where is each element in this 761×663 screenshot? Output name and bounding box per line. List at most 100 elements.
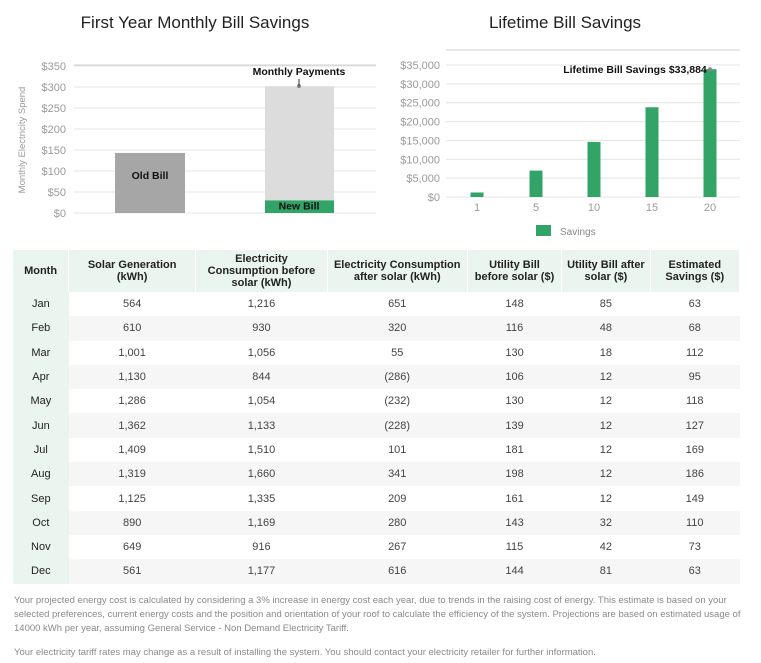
table-cell: 12 <box>599 492 613 505</box>
table-cell: 1,001 <box>118 346 146 359</box>
table-cell: 1,319 <box>68 462 196 487</box>
table-cell: 651 <box>388 298 407 311</box>
table-cell: 616 <box>327 559 468 584</box>
table-cell: 1,133 <box>195 413 328 438</box>
table-cell: 63 <box>650 559 740 584</box>
monthly-payments-bar <box>265 86 334 201</box>
table-row: Jun 1,362 1,133 (228) 139 12 127 <box>13 413 740 438</box>
table-cell: (232) <box>384 395 411 408</box>
table-cell: 144 <box>467 559 562 584</box>
table-cell: 890 <box>68 510 196 535</box>
table-cell: 1,409 <box>118 443 146 456</box>
new-bill-label: New Bill <box>279 200 320 212</box>
table-cell: 1,660 <box>195 462 328 487</box>
y-tick-label: $350 <box>42 61 66 73</box>
table-cell: 169 <box>685 443 704 456</box>
y-tick-label: $300 <box>42 82 66 94</box>
table-cell: 341 <box>327 462 468 487</box>
table-row: Jul 1,409 1,510 101 181 12 169 <box>13 437 740 463</box>
table-cell: 63 <box>688 298 701 311</box>
table-cell: 564 <box>122 298 142 311</box>
table-cell: 1,125 <box>118 492 146 505</box>
table-cell: 1,054 <box>247 395 276 408</box>
table-cell: 610 <box>68 316 196 341</box>
month-cell: Jan <box>13 292 69 317</box>
table-cell: 12 <box>561 462 651 487</box>
column-header: Utility Bill before solar ($) <box>467 250 563 292</box>
month-cell: May <box>13 389 69 414</box>
table-cell: 209 <box>388 492 407 505</box>
table-row: Feb 610 930 320 116 48 68 <box>13 316 740 341</box>
table-row: Mar 1,001 1,056 55 130 18 112 <box>13 340 740 365</box>
table-cell: 148 <box>505 298 524 311</box>
table-cell: 55 <box>391 346 404 359</box>
table-row: Sep 1,125 1,335 209 161 12 149 <box>13 486 740 511</box>
lifetime-savings-chart-title: Lifetime Bill Savings <box>488 13 642 32</box>
table-row: Apr 1,130 844 (286) 106 12 95 <box>13 364 740 390</box>
table-cell: 48 <box>561 316 651 341</box>
month-cell: Sep <box>13 486 69 511</box>
table-cell: 161 <box>505 492 524 505</box>
old-bill-label: Old Bill <box>132 170 169 182</box>
y-tick-label: $150 <box>42 145 66 157</box>
table-cell: 181 <box>505 443 524 456</box>
month-cell: Jul <box>13 437 69 463</box>
y-axis-label: Monthly Electricity Spend <box>17 87 28 194</box>
monthly-savings-chart-title: First Year Monthly Bill Savings <box>80 13 310 32</box>
table-cell: 110 <box>650 510 740 535</box>
projection-footnote: Your projected energy cost is calculated… <box>14 595 741 634</box>
table-cell: 118 <box>685 395 704 408</box>
y-tick-label: $50 <box>48 187 66 199</box>
table-cell: 116 <box>467 316 562 341</box>
table-cell: 12 <box>599 443 613 456</box>
table-cell: 267 <box>388 541 407 554</box>
table-cell: 1,362 <box>68 413 196 438</box>
table-cell: 1,286 <box>118 395 146 408</box>
table-header-row: Month Solar Generation (kWh) Electricity C… <box>13 250 741 292</box>
table-cell: 280 <box>327 510 468 535</box>
table-cell: 143 <box>467 510 562 535</box>
table-cell: 149 <box>685 492 704 505</box>
table-cell: 1,177 <box>195 559 328 584</box>
table-cell: 1,335 <box>247 492 276 505</box>
table-cell: 106 <box>467 364 562 390</box>
table-cell: 18 <box>599 346 613 359</box>
column-header: Electricity Consumption before solar (kW… <box>195 250 328 292</box>
table-cell: 320 <box>327 316 468 341</box>
monthly-breakdown-table: Month Solar Generation (kWh) Electricity C… <box>13 250 741 584</box>
table-row: Dec 561 1,177 616 144 81 63 <box>13 559 740 584</box>
month-cell: Feb <box>13 316 69 341</box>
table-cell: 32 <box>561 510 651 535</box>
table-row: Oct 890 1,169 280 143 32 110 <box>13 510 740 535</box>
table-cell: 130 <box>505 346 524 359</box>
table-cell: 85 <box>599 298 613 311</box>
month-cell: Mar <box>13 340 69 365</box>
month-cell: Aug <box>13 462 69 487</box>
column-header: Electricity Consumption after solar (kWh… <box>327 250 468 292</box>
table-cell: 68 <box>650 316 740 341</box>
table-cell: 1,510 <box>247 443 276 456</box>
monthly-savings-chart: $0 $50 $100 $150 $200 $250 $300 $350 Monthly Ele… <box>17 61 376 220</box>
y-tick-label: $250 <box>42 103 66 115</box>
table-cell: (286) <box>327 364 468 390</box>
monthly-payments-annotation: Monthly Payments <box>253 66 346 78</box>
table-cell: 139 <box>467 413 562 438</box>
table-cell: 12 <box>561 413 651 438</box>
table-cell: 101 <box>388 443 407 456</box>
column-header: Utility Bill after solar ($) <box>561 250 651 292</box>
table-cell: 73 <box>688 541 701 554</box>
table-cell: 42 <box>599 541 613 554</box>
column-header: Month <box>13 250 70 292</box>
table-cell: 1,216 <box>247 298 276 311</box>
tariff-footnote: Your electricity tariff rates may change… <box>14 647 596 658</box>
table-cell: 95 <box>650 364 740 390</box>
month-cell: Nov <box>13 534 69 560</box>
y-tick-label: $0 <box>54 208 66 220</box>
month-cell: Dec <box>13 559 69 584</box>
table-cell: 198 <box>467 462 562 487</box>
table-cell: 916 <box>252 541 271 554</box>
y-tick-label: $200 <box>42 124 66 136</box>
month-cell: Oct <box>13 510 69 535</box>
month-cell: Jun <box>13 413 69 438</box>
table-cell: 112 <box>685 346 704 359</box>
